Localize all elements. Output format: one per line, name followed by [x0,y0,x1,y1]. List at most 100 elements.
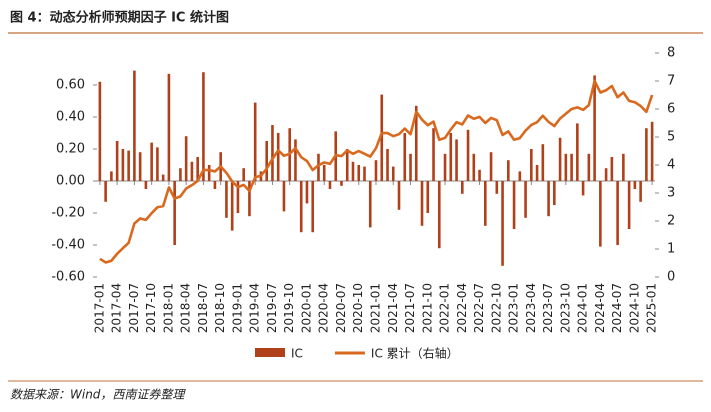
bar [328,181,332,189]
x-tick-label: 2021-01 [369,283,383,333]
bar [282,181,286,212]
bar [317,153,320,181]
bar [483,181,487,226]
bar [518,171,522,181]
y2-tick-label: 6 [667,102,675,117]
bar [167,73,171,181]
bar [242,168,245,181]
bar [305,181,309,204]
bar [213,181,217,189]
y2-tick-label: 8 [667,46,675,61]
bar [230,181,234,231]
bar [455,139,458,181]
y-tick-label: -0.40 [51,238,85,253]
bar [133,70,136,181]
x-tick-label: 2018-04 [179,283,193,333]
legend-label: IC 累计（右轴） [371,346,459,361]
x-tick-label: 2019-01 [230,283,244,333]
y2-tick-label: 4 [667,158,675,173]
bar [426,181,430,213]
bar [558,137,562,181]
bar [489,152,493,181]
x-tick-label: 2017-07 [127,283,141,333]
bar [414,105,418,181]
bar [547,181,550,217]
y2-tick-label: 0 [667,270,675,285]
x-tick-label: 2019-04 [248,283,262,333]
bar [179,168,182,181]
bar [570,153,573,181]
x-tick-label: 2018-01 [161,283,175,333]
y-tick-label: -0.60 [51,270,85,285]
bar [599,181,602,247]
bar [236,181,240,213]
bar [437,181,441,249]
x-tick-label: 2020-07 [334,283,348,333]
bar [645,128,648,181]
x-tick-label: 2024-10 [627,283,641,333]
bar [161,174,165,181]
x-tick-label: 2023-10 [558,283,572,333]
bar [368,181,372,228]
bar [386,149,389,181]
bar [391,166,395,181]
x-tick-label: 2021-07 [403,283,417,333]
bar [472,153,476,181]
bar [564,153,568,181]
x-tick-label: 2022-07 [472,283,486,333]
bar [184,136,188,181]
bar [650,121,654,181]
bar [173,181,176,245]
bar [604,168,608,181]
x-tick-label: 2022-01 [438,283,452,333]
bar [196,157,199,181]
x-tick-label: 2024-04 [593,283,607,333]
bar [380,94,384,181]
bar [202,72,205,181]
bar [610,157,614,181]
bar [403,133,407,181]
bar [276,133,280,181]
bar [351,161,355,181]
x-tick-label: 2019-10 [282,283,296,333]
bar [265,141,269,181]
bar [225,181,228,218]
bar [156,147,159,181]
bar [581,181,585,196]
bar [374,160,378,181]
bar [345,149,349,181]
bar [501,181,504,266]
bar [432,128,435,181]
bar [311,181,315,233]
bar [633,181,637,189]
bar [322,165,326,181]
bar [495,181,499,194]
bar [593,75,596,181]
x-tick-label: 2022-10 [489,283,503,333]
chart-title: 图 4：动态分析师预期因子 IC 统计图 [10,10,229,26]
bar [248,181,251,217]
bar [466,129,470,181]
bar [115,141,119,181]
x-tick-label: 2025-01 [645,283,659,333]
legend-swatch [255,348,285,357]
bar [535,165,539,181]
bar [616,181,619,245]
x-tick-label: 2017-01 [92,283,106,333]
bar [524,181,527,218]
bar [357,165,361,181]
bar [340,181,343,186]
bar [409,153,412,181]
bar [449,133,453,181]
y2-tick-label: 3 [667,186,675,201]
bar [299,181,303,233]
line [99,79,654,264]
bar [271,125,274,181]
bar [512,181,516,229]
bar [460,181,464,194]
x-tick-label: 2017-04 [110,283,124,333]
legend-label: IC [291,347,303,361]
x-tick-label: 2018-07 [196,283,210,333]
y2-tick-label: 1 [667,242,675,257]
